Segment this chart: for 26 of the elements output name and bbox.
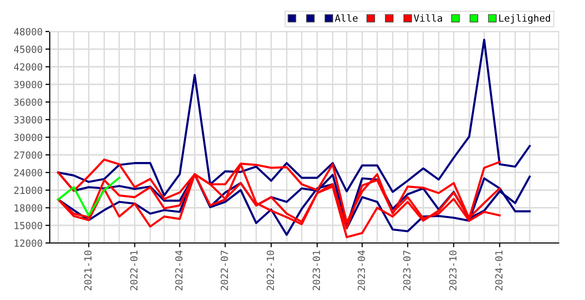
y-tick-label: 39000: [14, 80, 42, 88]
y-tick-label: 48000: [14, 28, 42, 36]
y-tick-label: 33000: [14, 116, 42, 124]
y-tick-label: 24000: [14, 169, 42, 176]
x-tick-label: 2022-07: [220, 250, 228, 290]
y-tick-label: 27000: [14, 151, 42, 159]
x-tick-label: 2023-10: [449, 250, 457, 290]
x-tick-label: 2022-04: [175, 250, 183, 290]
legend-label: Villa: [414, 14, 442, 22]
y-tick-label: 36000: [14, 98, 42, 106]
x-tick-label: 2021-10: [84, 250, 92, 290]
x-tick-label: 2023-01: [312, 250, 320, 290]
legend-label: Lejlighed: [499, 14, 550, 24]
y-tick-label: 21000: [14, 186, 42, 194]
y-tick-label: 18000: [14, 204, 42, 212]
x-tick-label: 2023-07: [403, 250, 411, 290]
y-tick-label: 15000: [14, 222, 42, 230]
x-tick-label: 2024-01: [495, 250, 503, 290]
y-tick-label: 42000: [14, 63, 42, 71]
y-tick-label: 30000: [14, 134, 42, 142]
y-tick-label: 45000: [14, 46, 42, 53]
y-tick-label: 12000: [14, 240, 42, 247]
x-tick-label: 2022-01: [130, 250, 138, 290]
legend-label: Alle: [334, 14, 358, 22]
x-tick-label: 2022-10: [266, 250, 274, 290]
x-tick-label: 2023-04: [358, 250, 366, 290]
